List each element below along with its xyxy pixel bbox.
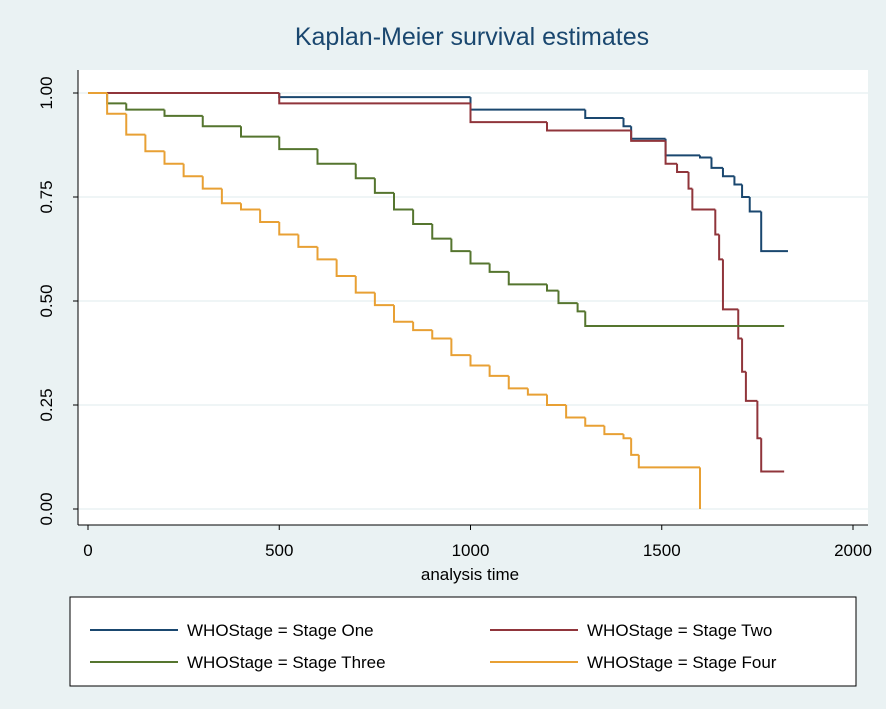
x-axis-title: analysis time bbox=[421, 565, 519, 584]
y-tick-label: 0.00 bbox=[37, 492, 56, 525]
survival-step bbox=[721, 167, 735, 178]
survival-step bbox=[546, 122, 632, 132]
survival-step bbox=[335, 259, 356, 278]
survival-step bbox=[125, 103, 165, 111]
survival-step bbox=[125, 113, 146, 136]
survival-step bbox=[278, 93, 471, 105]
survival-step bbox=[733, 176, 743, 186]
survival-step bbox=[469, 103, 547, 124]
survival-step bbox=[163, 109, 203, 117]
y-tick-label: 0.25 bbox=[37, 388, 56, 421]
survival-step bbox=[354, 276, 375, 294]
legend-label: WHOStage = Stage Three bbox=[187, 653, 386, 672]
x-tick-label: 1000 bbox=[452, 541, 490, 560]
survival-step bbox=[450, 238, 471, 253]
survival-step bbox=[469, 251, 490, 265]
survival-step bbox=[488, 263, 509, 273]
survival-step bbox=[259, 209, 280, 223]
survival-step bbox=[106, 93, 127, 115]
survival-step bbox=[412, 321, 433, 332]
survival-step bbox=[201, 176, 222, 190]
survival-step bbox=[297, 234, 318, 248]
survival-step bbox=[201, 115, 241, 128]
survival-step bbox=[373, 292, 394, 307]
survival-step bbox=[316, 149, 356, 165]
survival-step bbox=[637, 454, 700, 469]
survival-step bbox=[737, 309, 743, 340]
survival-step bbox=[546, 284, 559, 292]
survival-step bbox=[546, 394, 567, 406]
survival-step bbox=[144, 134, 165, 153]
survival-step bbox=[691, 188, 716, 211]
survival-step bbox=[760, 211, 788, 253]
survival-step bbox=[584, 417, 605, 427]
x-tick-label: 500 bbox=[265, 541, 293, 560]
survival-step bbox=[412, 209, 433, 226]
survival-step bbox=[622, 117, 632, 128]
survival-step bbox=[714, 209, 720, 236]
x-tick-label: 0 bbox=[83, 541, 92, 560]
survival-step bbox=[278, 221, 299, 236]
survival-step bbox=[622, 434, 632, 440]
survival-step bbox=[488, 365, 509, 377]
survival-step bbox=[710, 157, 723, 169]
legend-label: WHOStage = Stage Two bbox=[587, 621, 772, 640]
survival-step bbox=[393, 192, 414, 211]
chart-title: Kaplan-Meier survival estimates bbox=[295, 23, 649, 51]
survival-step bbox=[163, 151, 184, 165]
survival-step bbox=[557, 290, 578, 305]
survival-step bbox=[687, 172, 693, 190]
survival-step bbox=[741, 338, 746, 373]
y-tick-label: 0.50 bbox=[37, 284, 56, 317]
survival-step bbox=[576, 303, 586, 313]
survival-step bbox=[431, 330, 452, 340]
y-tick-label: 0.75 bbox=[37, 180, 56, 213]
legend bbox=[69, 596, 857, 687]
x-tick-label: 1500 bbox=[643, 541, 681, 560]
legend-label: WHOStage = Stage One bbox=[187, 621, 374, 640]
survival-step bbox=[507, 271, 547, 286]
y-tick-label: 1.00 bbox=[37, 76, 56, 109]
survival-step bbox=[756, 400, 762, 440]
survival-step bbox=[431, 224, 452, 240]
survival-step bbox=[393, 305, 414, 323]
survival-step bbox=[278, 136, 318, 151]
survival-step bbox=[182, 163, 203, 178]
survival-step bbox=[526, 388, 547, 396]
x-tick-label: 2000 bbox=[834, 541, 872, 560]
survival-step bbox=[565, 405, 586, 419]
survival-step bbox=[507, 375, 528, 390]
survival-step bbox=[240, 126, 280, 138]
survival-step bbox=[741, 184, 750, 198]
survival-step bbox=[316, 246, 337, 261]
survival-step bbox=[354, 163, 375, 180]
survival-step bbox=[744, 371, 758, 402]
survival-step bbox=[469, 355, 490, 367]
legend-label: WHOStage = Stage Four bbox=[587, 653, 777, 672]
survival-step bbox=[748, 197, 762, 213]
survival-step bbox=[630, 438, 639, 456]
survival-step bbox=[450, 338, 471, 357]
survival-step bbox=[699, 155, 712, 159]
plot-area bbox=[78, 70, 868, 525]
survival-step bbox=[603, 425, 624, 436]
survival-step bbox=[721, 259, 739, 311]
survival-step bbox=[664, 140, 678, 165]
survival-step bbox=[220, 188, 241, 205]
survival-step bbox=[630, 130, 666, 142]
survival-step bbox=[373, 178, 394, 194]
survival-step bbox=[584, 311, 785, 327]
survival-step bbox=[240, 203, 261, 211]
survival-step bbox=[718, 234, 723, 261]
survival-step bbox=[676, 163, 689, 174]
survival-step bbox=[760, 438, 785, 473]
survival-step bbox=[584, 109, 624, 119]
